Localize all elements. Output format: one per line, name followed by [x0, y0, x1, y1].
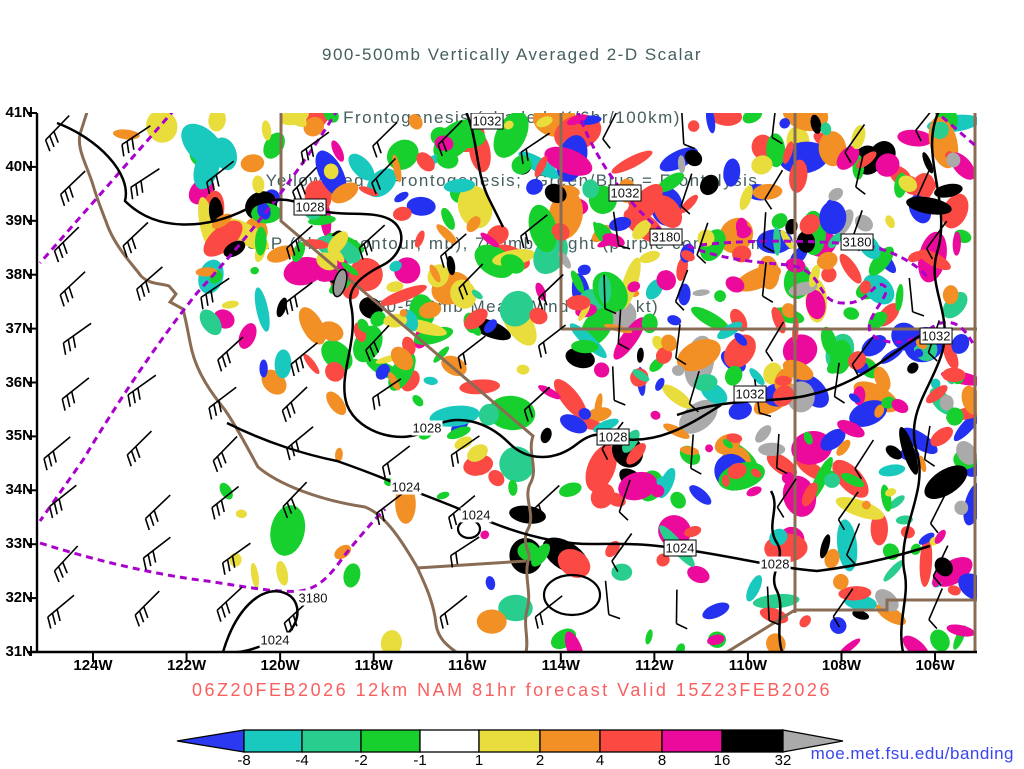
- contour-value-label: 1028: [411, 420, 443, 436]
- contour-value-label: 1032: [470, 113, 504, 130]
- lon-tick-label: 124W: [73, 657, 113, 674]
- lat-tick-label: 32N: [5, 589, 33, 607]
- colorbar-tick-label: -2: [354, 752, 368, 769]
- lat-tick-label: 31N: [5, 643, 33, 660]
- colorbar-tick-label: 4: [595, 752, 605, 769]
- colorbar: [176, 729, 844, 753]
- mslp-contours-black: [56, 113, 947, 652]
- lon-tick-label: 120W: [260, 657, 300, 674]
- lat-tick-label: 41N: [5, 104, 33, 121]
- contour-value-label: 1032: [919, 327, 953, 345]
- lat-tick-label: 33N: [5, 535, 33, 553]
- lat-tick-label: 34N: [5, 481, 33, 499]
- lat-tick-label: 37N: [5, 319, 33, 337]
- map-graphic: [38, 113, 977, 652]
- title-line-1: 900-500mb Vertically Averaged 2-D Scalar: [321, 45, 703, 64]
- colorbar-tick-label: -8: [237, 752, 251, 769]
- contour-value-label: 3180: [840, 233, 874, 251]
- colorbar-tick-label: 16: [713, 752, 731, 769]
- contour-value-label: 3180: [649, 228, 683, 246]
- contour-value-label: 1024: [460, 507, 492, 523]
- state-borders-coastline: [78, 113, 977, 652]
- lat-tick-label: 40N: [5, 157, 33, 175]
- lon-tick-label: 118W: [354, 657, 393, 674]
- lon-tick-label: 110W: [728, 657, 768, 674]
- contour-value-label: 1028: [596, 428, 630, 446]
- colorbar-tick-label: 8: [657, 752, 667, 769]
- map-plot-area: 1032 1028 1032 3180 3180 1032 1032 1028 1028 1024…: [37, 113, 977, 652]
- lon-tick-label: 106W: [915, 657, 955, 674]
- contour-value-label: 1032: [608, 184, 642, 202]
- lat-tick-label: 38N: [5, 265, 33, 283]
- lon-tick-label: 114W: [541, 657, 580, 674]
- contour-value-label: 1028: [759, 556, 791, 572]
- contour-value-label: 1032: [733, 385, 767, 403]
- contour-value-label: 1024: [390, 479, 422, 495]
- lat-tick-label: 39N: [5, 211, 33, 229]
- contour-value-label: 1024: [663, 539, 697, 557]
- contour-value-label: 3180: [297, 590, 329, 606]
- colorbar-tick-label: -1: [413, 752, 427, 769]
- lon-tick-label: 108W: [821, 657, 862, 674]
- colorbar-tick-label: 32: [774, 752, 792, 769]
- lat-tick-label: 36N: [5, 373, 33, 391]
- colorbar-tick-label: -4: [295, 752, 309, 769]
- colorbar-tick-label: 2: [535, 752, 545, 769]
- forecast-valid-text: 06Z20FEB2026 12km NAM 81hr forecast Vali…: [192, 680, 832, 700]
- wind-barbs: [43, 113, 949, 635]
- contour-value-label: 1024: [259, 632, 291, 648]
- lon-tick-label: 122W: [166, 657, 207, 674]
- lon-tick-label: 116W: [448, 657, 487, 674]
- shaded-field: [112, 113, 977, 652]
- site-link[interactable]: moe.met.fsu.edu/banding: [810, 744, 1014, 763]
- lat-tick-label: 35N: [5, 427, 33, 445]
- contour-value-label: 1028: [293, 198, 327, 216]
- colorbar-tick-label: 1: [474, 752, 484, 769]
- lon-tick-label: 112W: [635, 657, 674, 674]
